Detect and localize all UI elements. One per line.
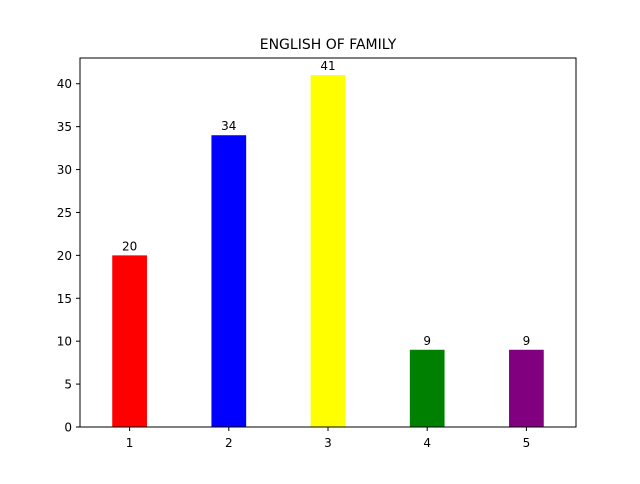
x-tick-label-1: 1 [126, 436, 134, 450]
x-tick-label-4: 4 [423, 436, 431, 450]
x-tick-label-5: 5 [523, 436, 531, 450]
chart-title: ENGLISH OF FAMILY [260, 37, 397, 53]
y-tick-label-25: 25 [57, 206, 72, 220]
data-labels-layer: 20 34 41 9 9 [122, 59, 530, 348]
x-tick-label-2: 2 [225, 436, 233, 450]
y-axis: 0 5 10 15 20 25 30 35 40 [57, 77, 80, 435]
x-tick-label-3: 3 [324, 436, 332, 450]
data-label-1: 20 [122, 239, 137, 253]
data-label-4: 9 [423, 334, 431, 348]
plot-frame [79, 57, 577, 428]
y-tick-label-35: 35 [57, 120, 72, 134]
y-tick-label-10: 10 [57, 335, 72, 349]
y-tick-label-30: 30 [57, 163, 72, 177]
y-tick-label-5: 5 [64, 378, 72, 392]
y-tick-label-40: 40 [57, 77, 72, 91]
bar-5 [509, 349, 544, 427]
bars-layer [112, 75, 544, 428]
y-tick-label-0: 0 [64, 421, 72, 435]
y-tick-label-20: 20 [57, 249, 72, 263]
bar-3 [310, 75, 346, 427]
data-label-5: 9 [523, 334, 531, 348]
bar-2 [211, 135, 247, 428]
bar-1 [112, 255, 147, 427]
data-label-2: 34 [221, 119, 236, 133]
y-tick-label-15: 15 [57, 292, 72, 306]
bar-4 [409, 349, 445, 427]
x-axis: 1 2 3 4 5 [126, 427, 530, 450]
data-label-3: 41 [320, 59, 335, 73]
